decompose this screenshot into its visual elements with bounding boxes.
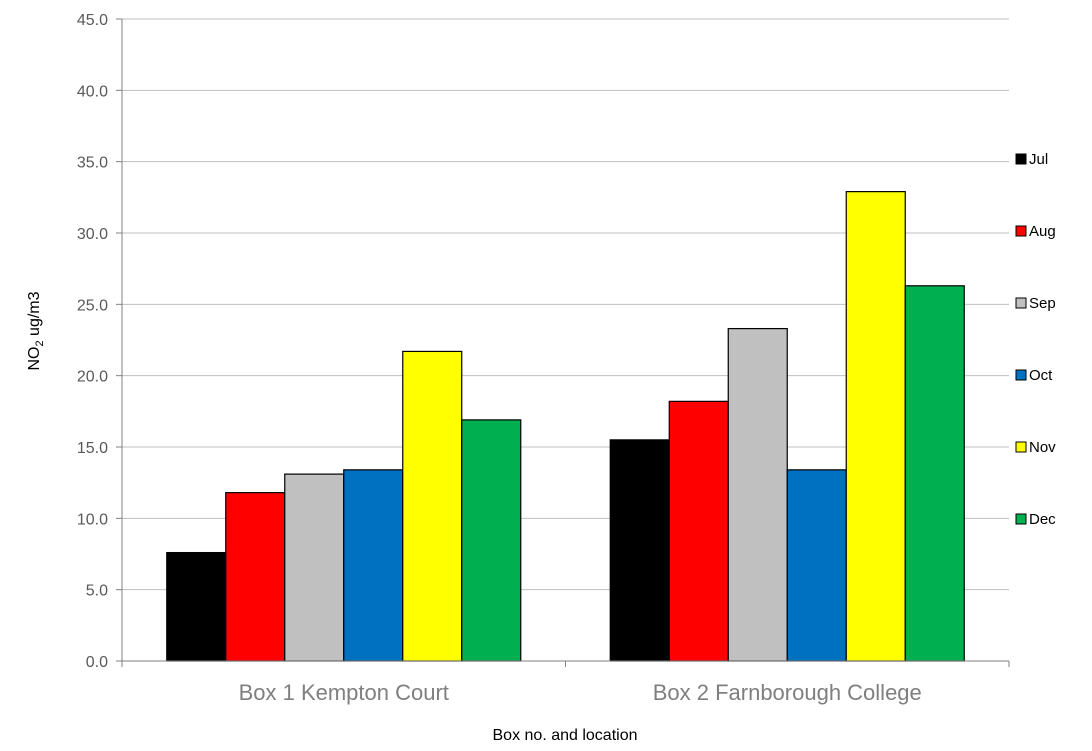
bar-oct-2 bbox=[786, 469, 847, 662]
y-tick-label: 5.0 bbox=[86, 583, 108, 600]
y-axis-title-rest: ug/m3 bbox=[26, 291, 43, 340]
legend-label: Sep bbox=[1029, 295, 1056, 312]
legend-label: Oct bbox=[1029, 367, 1053, 384]
y-tick-label: 10.0 bbox=[77, 511, 108, 528]
y-tick-label: 0.0 bbox=[86, 654, 108, 671]
legend-label: Nov bbox=[1029, 439, 1056, 456]
legend-swatch bbox=[1015, 441, 1027, 453]
legend-label: Aug bbox=[1029, 223, 1056, 240]
bar-sep-2 bbox=[727, 327, 788, 662]
legend-swatch bbox=[1015, 513, 1027, 525]
bar-jul-1 bbox=[166, 551, 227, 662]
y-tick-label: 15.0 bbox=[77, 440, 108, 457]
y-axis-title-main: NO bbox=[26, 347, 43, 371]
legend-label: Jul bbox=[1029, 151, 1048, 168]
y-axis-title-subscript: 2 bbox=[34, 340, 46, 346]
legend-swatch bbox=[1015, 153, 1027, 165]
y-tick-label: 25.0 bbox=[77, 297, 108, 314]
legend-swatch bbox=[1015, 297, 1027, 309]
y-tick-label: 45.0 bbox=[77, 12, 108, 29]
bar-nov-2 bbox=[845, 191, 906, 662]
y-axis-title: NO2 ug/m3 bbox=[26, 291, 46, 370]
y-tick-labels: 0.0 5.0 10.0 15.0 20.0 25.0 30.0 35.0 40.0 45.0 bbox=[77, 12, 108, 671]
bar-aug-2 bbox=[668, 400, 729, 662]
bars bbox=[166, 191, 965, 662]
bar-aug-1 bbox=[225, 492, 286, 662]
legend: Jul Aug Sep Oct Nov Dec bbox=[1015, 151, 1056, 528]
y-tick-label: 20.0 bbox=[77, 369, 108, 386]
y-tick-label: 35.0 bbox=[77, 155, 108, 172]
legend-label: Dec bbox=[1029, 511, 1056, 528]
legend-swatch bbox=[1015, 225, 1027, 237]
y-tick-label: 40.0 bbox=[77, 83, 108, 100]
bar-jul-2 bbox=[609, 439, 670, 662]
x-category-label: Box 2 Farnborough College bbox=[653, 680, 922, 705]
y-tick-label: 30.0 bbox=[77, 226, 108, 243]
x-axis-title: Box no. and location bbox=[493, 727, 638, 744]
x-category-labels: Box 1 Kempton Court Box 2 Farnborough Col… bbox=[239, 680, 922, 705]
bar-dec-1 bbox=[461, 419, 522, 662]
axes bbox=[116, 18, 1010, 667]
x-category-label: Box 1 Kempton Court bbox=[239, 680, 449, 705]
bar-sep-1 bbox=[284, 473, 345, 662]
legend-swatch bbox=[1015, 369, 1027, 381]
bar-nov-1 bbox=[402, 350, 463, 662]
bar-dec-2 bbox=[904, 285, 965, 662]
bar-oct-1 bbox=[343, 469, 404, 662]
